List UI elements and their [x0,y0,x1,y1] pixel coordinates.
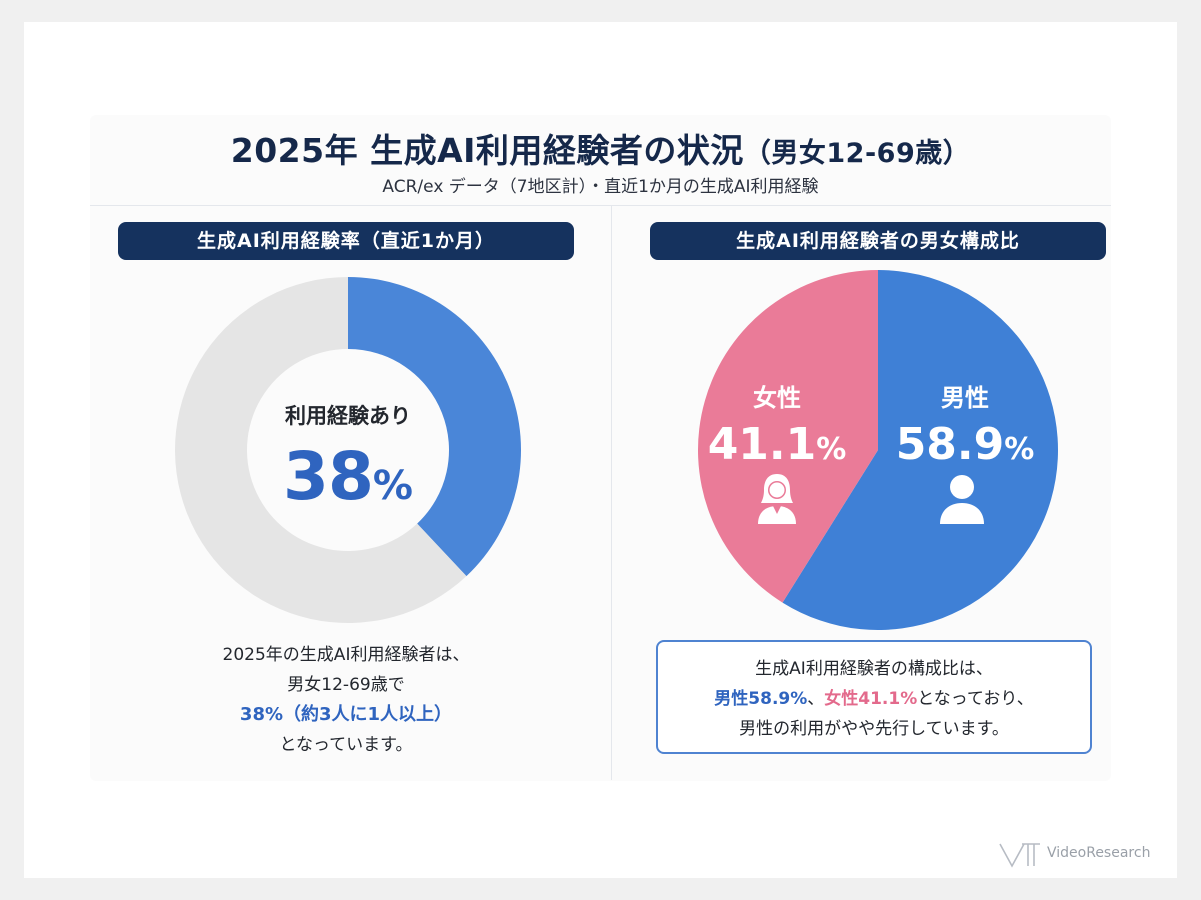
company-logo-text: VideoResearch [1047,845,1151,861]
left-description-line2: 男女12-69歳で [287,675,405,695]
page-subtitle: ACR/ex データ（7地区計）・直近1か月の生成AI利用経験 [382,177,819,197]
donut-center-unit: % [372,463,413,509]
video-research-logo-icon [999,843,1040,868]
female-value: 41.1% [702,419,852,470]
male-label-text: 男性 [941,384,989,412]
male-person-icon [940,475,984,524]
female-value-number: 41.1 [707,419,817,470]
vertical-divider [611,206,612,780]
male-segment-label: 男性 58.9% [880,378,1050,470]
title-main: 2025年 生成AI利用経験者の状況 [230,131,744,170]
left-section-header: 生成AI利用経験率（直近1か月） [118,222,574,260]
pie-slice-female [697,270,878,603]
donut-center-number: 38 [283,438,374,515]
note-line2: 男性58.9%、女性41.1%となっており、 [658,684,1090,714]
male-value: 58.9% [880,419,1050,470]
note-line3: 男性の利用がやや先行しています。 [739,719,1009,739]
page-title: 2025年 生成AI利用経験者の状況（男女12-69歳） [0,124,1201,172]
title-suffix: （男女12-69歳） [743,138,971,169]
note-separator: 、 [807,689,825,709]
left-description-line1: 2025年の生成AI利用経験者は、 [222,645,470,665]
donut-slice-experienced [348,277,521,577]
note-male-part: 男性58.9% [714,689,808,709]
female-segment-label: 女性 41.1% [702,378,852,470]
donut-center-label: 利用経験あり [285,404,411,428]
right-section-header: 生成AI利用経験者の男女構成比 [650,222,1106,260]
female-person-icon [758,474,796,524]
female-label-text: 女性 [753,384,801,412]
note-line2-rest: となっており、 [917,689,1034,709]
left-description-highlight: 38%（約3人に1人以上） [239,704,453,725]
male-value-number: 58.9 [895,419,1005,470]
male-value-unit: % [1004,432,1035,467]
note-line1: 生成AI利用経験者の構成比は、 [755,659,993,679]
horizontal-divider [90,205,1111,206]
donut-center-value: 38% [228,438,468,515]
donut-chart [174,277,521,623]
pie-slice-male [782,270,1058,630]
gender-note-box: 生成AI利用経験者の構成比は、 男性58.9%、女性41.1%となっており、 男… [656,640,1092,754]
donut-slice-remainder [174,277,467,623]
gender-pie-chart [697,270,1058,630]
left-description: 2025年の生成AI利用経験者は、 男女12-69歳で 38%（約3人に1人以上… [118,640,574,760]
left-description-line4: となっています。 [279,735,413,755]
female-value-unit: % [816,432,847,467]
note-female-part: 女性41.1% [824,689,918,709]
